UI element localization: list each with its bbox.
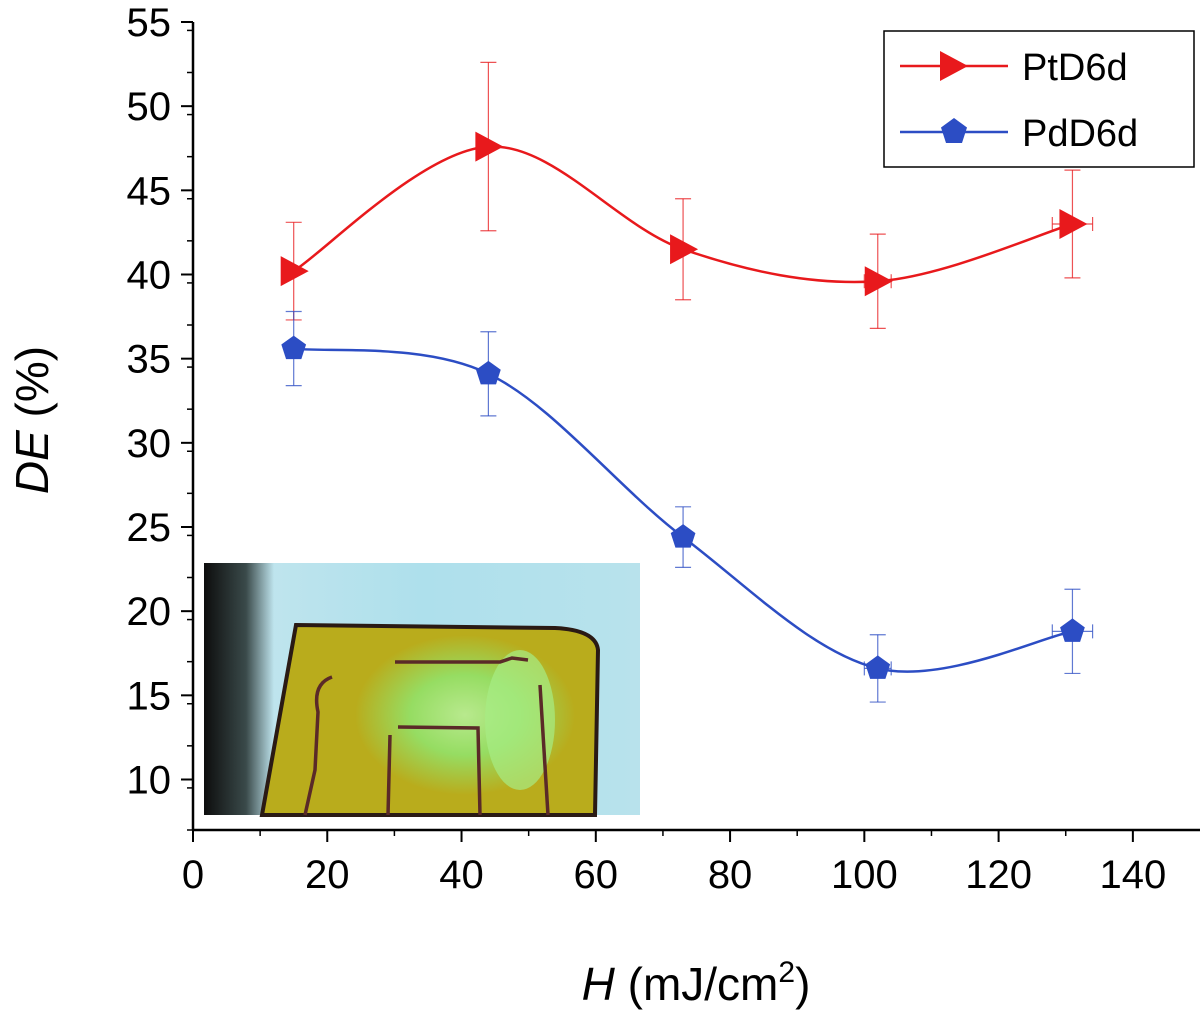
- data-point: [475, 131, 504, 162]
- marker-line-inner: [386, 734, 392, 816]
- legend-box: [883, 30, 1195, 168]
- x-tick-label: 60: [574, 853, 619, 897]
- y-tick-label: 40: [127, 254, 172, 298]
- data-point: [281, 335, 307, 360]
- data-point: [1059, 209, 1088, 239]
- y-tick-label: 30: [127, 422, 172, 466]
- data-point: [865, 655, 891, 679]
- legend-marker-pdd6d: [941, 118, 967, 143]
- x-tick-label: 120: [965, 853, 1032, 897]
- legend-label-ptd6d: PtD6d: [1022, 47, 1128, 89]
- y-tick-label: 15: [127, 674, 172, 718]
- x-tick-label: 0: [182, 853, 204, 897]
- data-point: [1060, 618, 1085, 642]
- fluorescent-glow-core: [485, 650, 555, 790]
- series-ptd6d: [280, 61, 1094, 329]
- marker-line-right: [538, 684, 550, 816]
- data-point: [280, 256, 309, 287]
- legend-label-pdd6d: PdD6d: [1022, 113, 1138, 155]
- x-axis-title: H (mJ/cm2): [582, 956, 811, 1010]
- y-tick-label: 10: [127, 759, 172, 803]
- film-marker-lines: [303, 656, 550, 816]
- x-tick-label: 100: [831, 853, 898, 897]
- data-point: [670, 234, 699, 265]
- marker-line-top: [395, 656, 529, 664]
- y-tick-label: 20: [127, 590, 172, 634]
- data-point: [864, 266, 893, 297]
- y-tick-label: 25: [127, 506, 172, 550]
- legend-marker-ptd6d: [940, 51, 968, 81]
- y-tick-label: 50: [127, 85, 172, 129]
- x-ticks: 0 20 40 60 80 100 120 140: [182, 830, 1166, 897]
- data-point: [476, 360, 501, 385]
- x-tick-label: 20: [305, 853, 350, 897]
- marker-line-left: [303, 675, 333, 816]
- y-tick-label: 35: [127, 338, 172, 382]
- legend: PtD6d PdD6d: [883, 30, 1195, 168]
- x-tick-label: 140: [1099, 853, 1166, 897]
- y-tick-label: 55: [127, 1, 172, 45]
- y-ticks: 10 15 20 25 30 35 40 45 50 55: [127, 1, 193, 831]
- x-tick-label: 40: [439, 853, 484, 897]
- series-pdd6d: [281, 310, 1094, 703]
- x-tick-label: 80: [708, 853, 753, 897]
- marker-line-middle: [397, 725, 482, 816]
- inset-shadow: [204, 563, 274, 815]
- data-point: [670, 524, 696, 548]
- series-layer: [280, 61, 1094, 703]
- y-axis-title: DE (%): [6, 346, 58, 494]
- y-tick-label: 45: [127, 169, 172, 213]
- inset-photo: [204, 563, 640, 817]
